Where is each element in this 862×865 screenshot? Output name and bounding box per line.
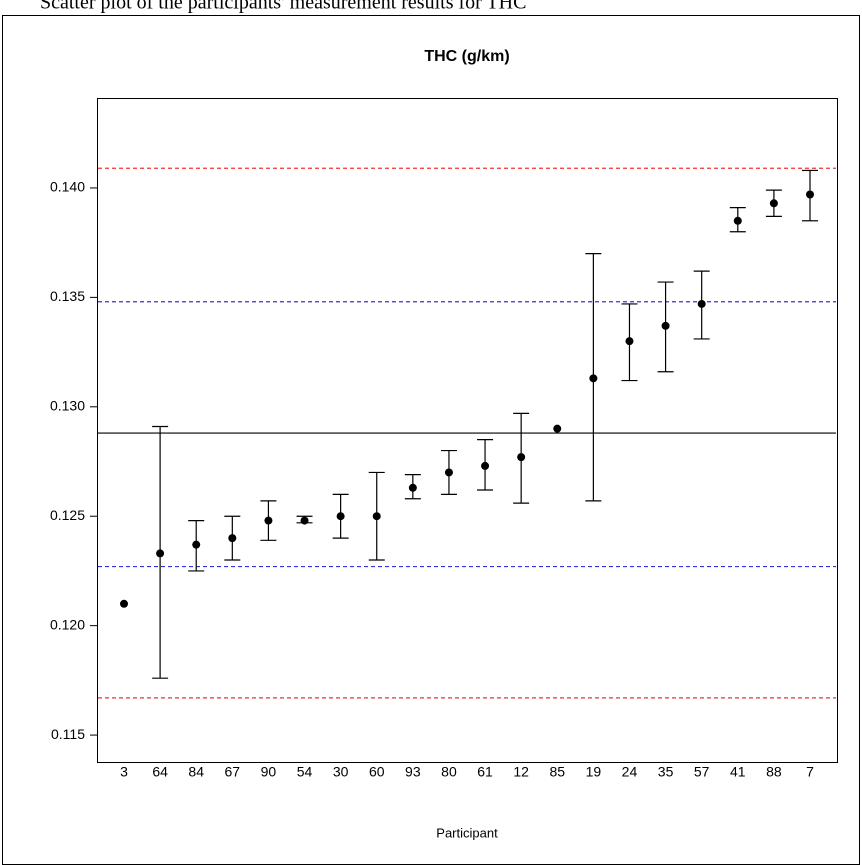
point — [806, 190, 814, 199]
y-tick-label: 0.120 — [50, 616, 85, 632]
chart-title: THC (g/km) — [424, 48, 509, 65]
y-tick-label: 0.140 — [50, 179, 85, 195]
x-tick-label: 84 — [188, 764, 204, 780]
point — [264, 516, 273, 525]
point — [589, 374, 598, 383]
x-tick-label: 19 — [586, 764, 602, 780]
point — [372, 512, 381, 521]
x-tick-label: 54 — [297, 764, 313, 780]
point — [769, 199, 778, 208]
point — [733, 216, 742, 225]
x-tick-label: 57 — [694, 764, 710, 780]
point — [192, 540, 201, 549]
x-tick-label: 24 — [622, 764, 638, 780]
frame — [2, 15, 860, 865]
x-tick-label: 12 — [513, 764, 529, 780]
x-tick-label: 35 — [658, 764, 674, 780]
point — [156, 549, 165, 558]
x-axis-label: Participant — [436, 825, 498, 840]
x-tick-label: 64 — [152, 764, 168, 780]
point — [336, 512, 345, 521]
x-tick-label: 85 — [549, 764, 565, 780]
y-tick-label: 0.130 — [50, 398, 85, 414]
plot-area — [97, 98, 838, 763]
y-tick-label: 0.135 — [50, 288, 85, 304]
x-tick-label: 61 — [477, 764, 493, 780]
point — [697, 299, 706, 308]
point — [120, 599, 128, 608]
point — [228, 534, 237, 543]
y-tick-label: 0.115 — [51, 726, 85, 742]
x-tick-label: 3 — [120, 764, 128, 780]
x-tick-label: 60 — [369, 764, 385, 780]
point — [553, 424, 562, 433]
x-tick-label: 88 — [766, 764, 782, 780]
x-tick-label: 7 — [806, 764, 814, 780]
x-tick-label: 41 — [730, 764, 746, 780]
point — [481, 461, 490, 470]
x-tick-label: 93 — [405, 764, 421, 780]
x-tick-label: 30 — [333, 764, 349, 780]
x-tick-label: 80 — [441, 764, 457, 780]
caption: Scatter plot of the participants' measur… — [40, 0, 526, 14]
point — [661, 321, 670, 330]
x-tick-label: 90 — [261, 764, 277, 780]
point — [444, 468, 453, 477]
x-tick-label: 67 — [225, 764, 241, 780]
point — [517, 453, 526, 462]
point — [300, 516, 309, 525]
point — [408, 483, 417, 492]
point — [625, 337, 634, 346]
y-tick-label: 0.125 — [50, 507, 85, 523]
